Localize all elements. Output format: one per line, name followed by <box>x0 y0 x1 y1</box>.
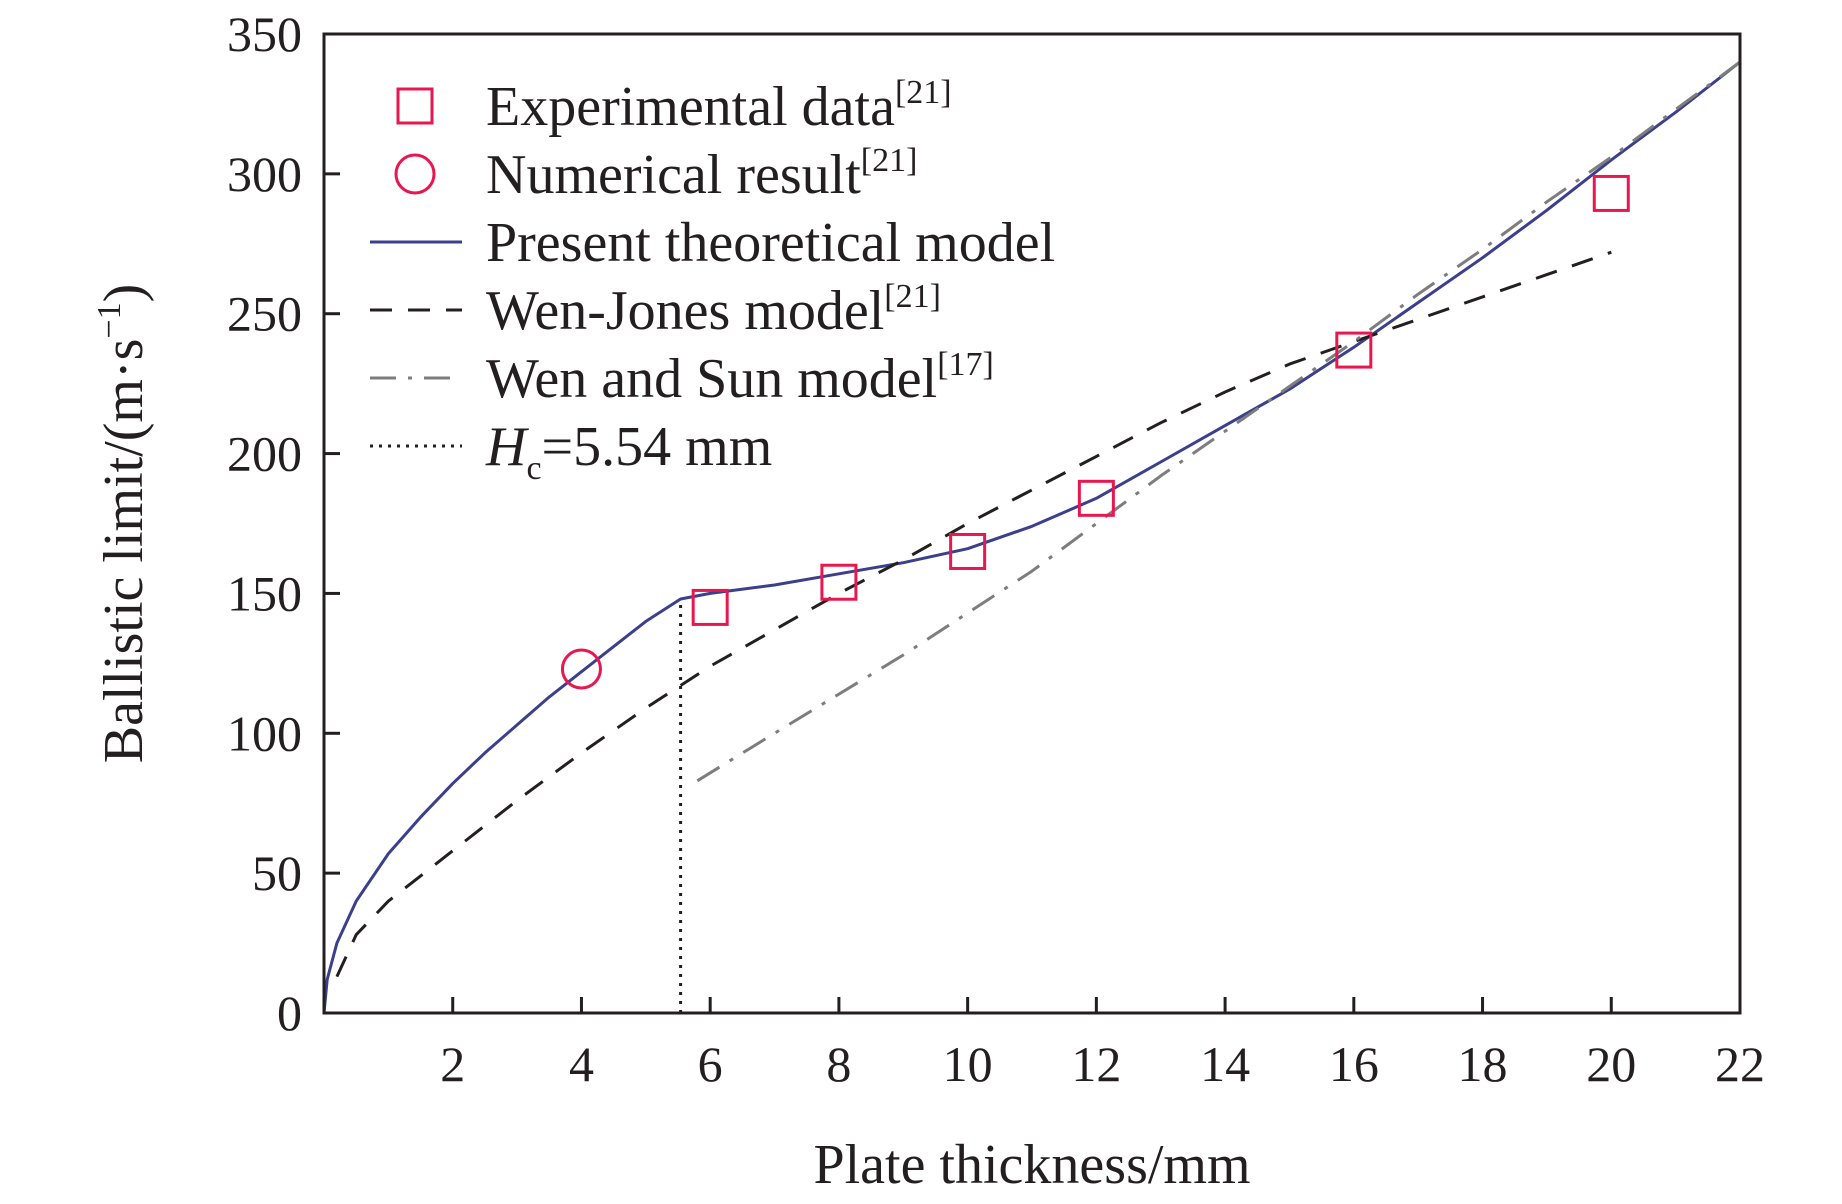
legend-label-hc-sub: c <box>526 450 541 487</box>
y-axis-label-exponent: −1 <box>91 302 128 338</box>
experimental-data-point <box>691 588 729 626</box>
legend-symbols <box>370 87 462 448</box>
series-line-present-theoretical-model <box>322 60 1741 1014</box>
x-tick-label: 20 <box>1586 1036 1636 1092</box>
x-tick-label: 22 <box>1715 1036 1765 1092</box>
legend-ref-wen-sun: [17] <box>937 346 994 383</box>
axis-layer: 2 4 6 8 10 12 14 16 18 20 22 0 50 100 150 200 250 300 350 <box>227 6 1765 1092</box>
x-tick-label: 4 <box>569 1036 594 1092</box>
y-tick-label: 200 <box>227 426 302 482</box>
x-tick-label: 14 <box>1200 1036 1250 1092</box>
legend-ref-numerical: [21] <box>861 142 918 179</box>
experimental-data-point <box>1592 174 1630 212</box>
experimental-data-point <box>820 563 858 601</box>
legend-label-numerical: Numerical result[21] <box>486 142 917 206</box>
legend-label-experimental-text: Experimental data <box>486 76 895 138</box>
legend-label-wen-jones-text: Wen-Jones model <box>486 280 884 342</box>
x-tick-label: 12 <box>1071 1036 1121 1092</box>
legend-label-numerical-text: Numerical result <box>486 144 861 206</box>
experimental-data-point <box>1077 479 1115 517</box>
x-tick-label: 10 <box>943 1036 993 1092</box>
experimental-data-point <box>949 532 987 570</box>
legend-label-hc: Hc=5.54 mm <box>485 416 772 487</box>
x-tick-label: 2 <box>440 1036 465 1092</box>
legend-label-wen-sun-text: Wen and Sun model <box>486 348 937 410</box>
legend-symbol-circle <box>394 153 436 195</box>
y-tick-label: 350 <box>227 6 302 62</box>
y-tick-label: 0 <box>277 985 302 1041</box>
series-line-wen-and-sun-model <box>696 60 1741 783</box>
legend-label-hc-rest: =5.54 mm <box>542 416 773 478</box>
numerical-result-point <box>560 648 602 690</box>
experimental-data-point <box>1335 331 1373 369</box>
x-axis-label: Plate thickness/mm <box>813 1134 1250 1196</box>
x-tick-label: 6 <box>698 1036 723 1092</box>
x-tick-label: 8 <box>826 1036 851 1092</box>
y-axis-label-main: Ballistic limit/(m·s <box>93 339 155 764</box>
legend-label-wen-jones: Wen-Jones model[21] <box>486 278 941 342</box>
x-tick-label: 16 <box>1329 1036 1379 1092</box>
legend-label-wen-sun: Wen and Sun model[17] <box>486 346 994 410</box>
legend-label-hc-var: H <box>485 416 529 478</box>
y-tick-label: 150 <box>227 565 302 621</box>
legend: Experimental data[21] Numerical result[2… <box>370 74 1055 487</box>
legend-ref-wen-jones: [21] <box>884 278 941 315</box>
legend-ref-experimental: [21] <box>895 74 952 111</box>
y-tick-label: 300 <box>227 146 302 202</box>
y-axis-label-close: ) <box>93 284 155 303</box>
plot-frame <box>322 32 1742 1015</box>
legend-label-experimental: Experimental data[21] <box>486 74 952 138</box>
legend-label-present: Present theoretical model <box>486 212 1055 274</box>
x-tick-label: 18 <box>1458 1036 1508 1092</box>
legend-symbol-square <box>396 87 434 125</box>
y-tick-label: 100 <box>227 705 302 761</box>
y-axis-label: Ballistic limit/(m·s−1) <box>91 284 155 764</box>
y-tick-label: 250 <box>227 286 302 342</box>
plot-layer <box>322 60 1741 1014</box>
y-tick-label: 50 <box>252 845 302 901</box>
legend-label-present-text: Present theoretical model <box>486 212 1055 274</box>
